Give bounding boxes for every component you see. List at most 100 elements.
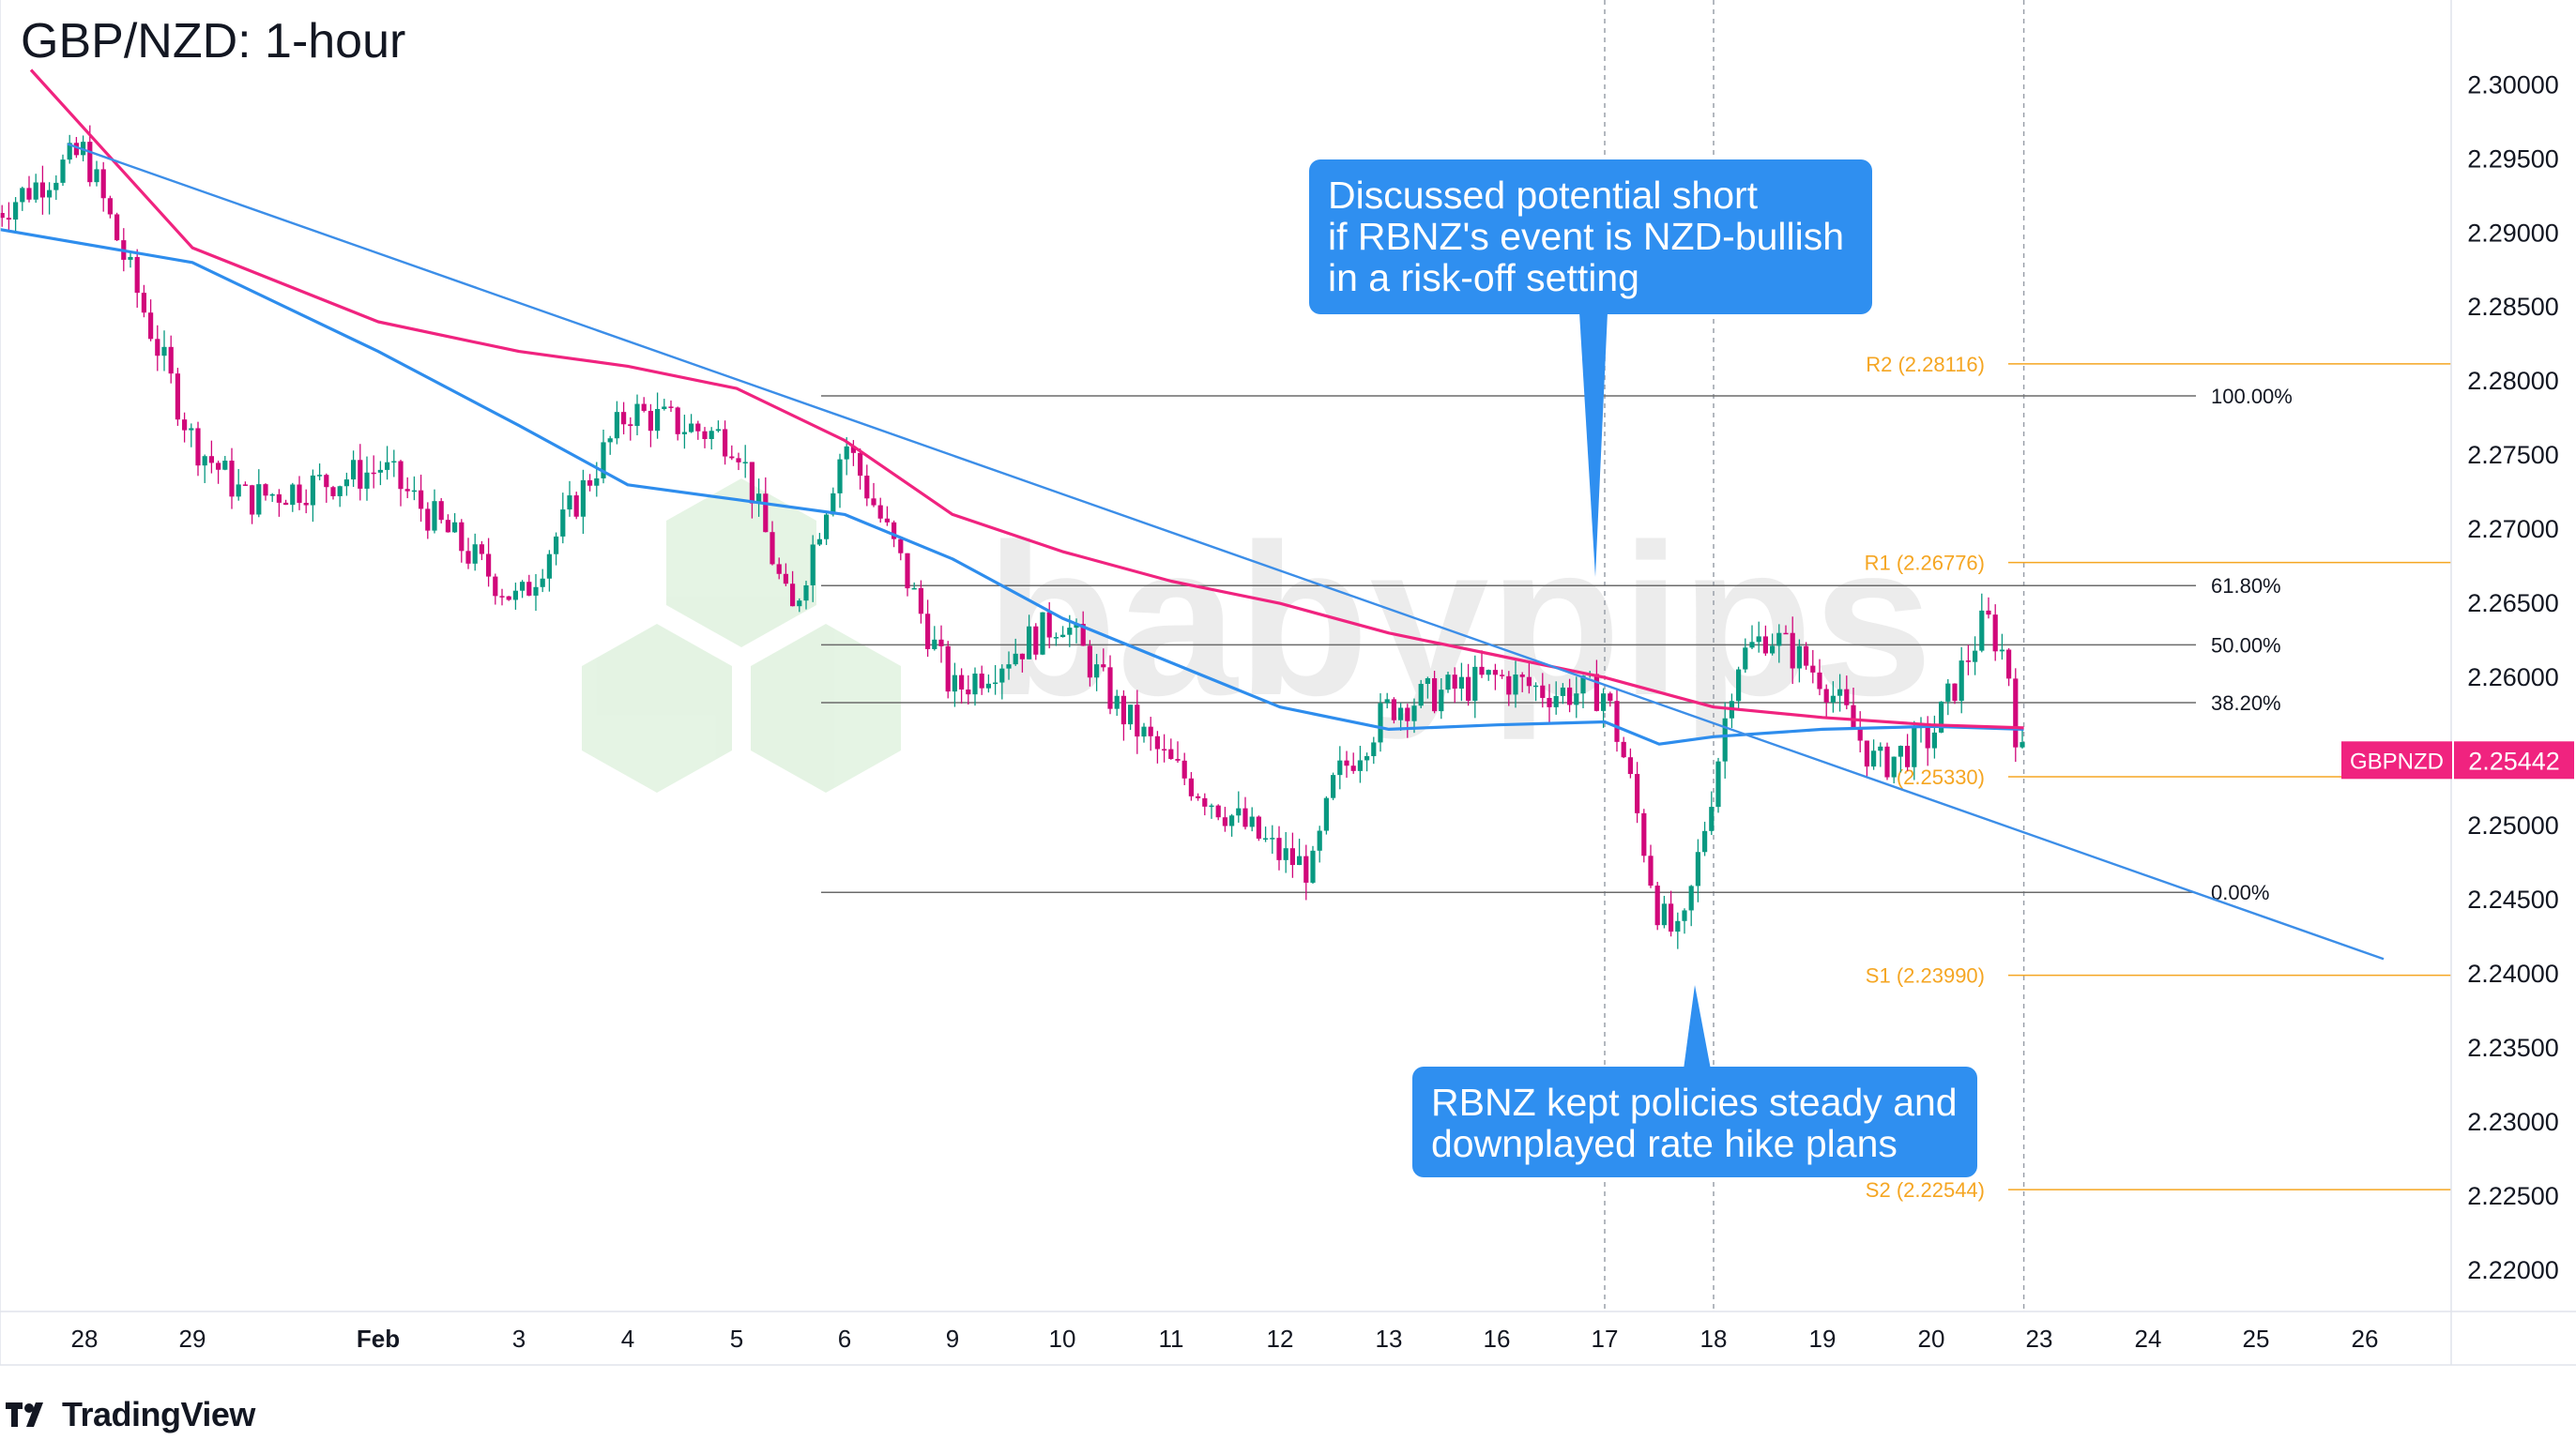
symbol-tag-label: GBPNZD	[2350, 749, 2444, 774]
candle-body	[1196, 796, 1201, 798]
candle-body	[736, 458, 741, 462]
candle-body	[1844, 689, 1850, 705]
candle-body	[512, 590, 518, 600]
candle-body	[1796, 645, 1802, 669]
time-tick-label: 17	[1592, 1325, 1619, 1353]
brand-name: TradingView	[62, 1395, 255, 1433]
candle-body	[100, 169, 106, 199]
price-tick-label: 2.24500	[2467, 886, 2559, 914]
candle-body	[1593, 674, 1599, 711]
candle-body	[1959, 660, 1964, 702]
price-tick-label: 2.22500	[2467, 1182, 2559, 1210]
callout-pointer	[1684, 985, 1711, 1069]
candle-body	[1053, 637, 1059, 639]
price-tick-label: 2.23000	[2467, 1108, 2559, 1136]
candle-body	[520, 582, 526, 591]
candle-body	[587, 479, 593, 486]
candle-body	[317, 475, 323, 477]
candle-body	[47, 189, 53, 198]
candle-body	[668, 406, 674, 408]
price-tick-label: 2.26000	[2467, 663, 2559, 691]
candle-body	[1297, 856, 1303, 866]
time-tick-label: 24	[2135, 1325, 2162, 1353]
candle-body	[1804, 645, 1809, 666]
candle-body	[1973, 650, 1978, 662]
candle-body	[195, 428, 201, 466]
candle-body	[53, 182, 59, 190]
price-tick-label: 2.25000	[2467, 811, 2559, 840]
candle-body	[148, 312, 154, 340]
candle-body	[432, 501, 437, 531]
fib-level-label: 61.80%	[2211, 574, 2281, 598]
candle-body	[1749, 642, 1755, 648]
candle-body	[250, 485, 255, 515]
time-tick-label: 26	[2352, 1325, 2379, 1353]
candle-body	[351, 460, 357, 480]
candle-body	[1371, 742, 1377, 757]
candle-body	[391, 461, 397, 463]
candle-body	[1101, 664, 1106, 668]
callout-line: Discussed potential short	[1328, 174, 1759, 217]
candle-body	[729, 456, 735, 459]
candle-body	[1067, 628, 1073, 635]
candle-body	[1256, 816, 1261, 839]
candle-body	[229, 461, 235, 497]
candle-body	[189, 428, 194, 431]
candle-body	[1486, 670, 1491, 675]
candle-body	[297, 484, 302, 504]
candle-body	[445, 520, 450, 533]
trendline	[67, 143, 2385, 961]
candle-body	[1168, 749, 1174, 760]
candle-body	[1242, 808, 1248, 827]
candle-body	[952, 675, 957, 692]
candle-body	[1479, 666, 1485, 675]
callout-potential-short: Discussed potential short if RBNZ's even…	[1309, 159, 1872, 314]
candle-body	[1553, 695, 1559, 707]
candle-body	[1533, 685, 1539, 688]
candle-body	[404, 489, 410, 492]
candle-body	[263, 484, 268, 496]
candle-body	[20, 188, 25, 203]
candle-body	[715, 429, 721, 432]
candle-body	[695, 423, 701, 432]
candle-body	[1762, 636, 1768, 654]
candle-body	[749, 462, 755, 504]
candle-body	[911, 587, 917, 590]
candle-body	[343, 479, 349, 487]
candle-body	[756, 493, 762, 504]
time-tick-label: 9	[946, 1325, 959, 1353]
last-price-label: 2.25442	[2468, 747, 2560, 775]
candle-body	[1128, 705, 1134, 725]
candle-body	[925, 614, 931, 649]
callout-line: RBNZ kept policies steady and	[1431, 1081, 1958, 1124]
candle-body	[452, 522, 458, 533]
candle-body	[1641, 812, 1647, 856]
candle-body	[1817, 672, 1822, 690]
candle-body	[621, 412, 627, 425]
candle-body	[1519, 675, 1525, 677]
candle-body	[1986, 610, 1991, 615]
fib-level-label: 38.20%	[2211, 691, 2281, 715]
babypips-logo-icon	[582, 478, 901, 793]
candle-body	[114, 214, 120, 241]
candle-body	[1466, 676, 1471, 702]
candle-body	[1384, 699, 1390, 704]
candle-body	[6, 218, 11, 220]
candle-body	[1046, 612, 1052, 638]
pivot-level-label: R2 (2.28116)	[1866, 353, 1985, 376]
candle-body	[1317, 830, 1322, 851]
candle-body	[1864, 740, 1869, 767]
candle-body	[222, 461, 228, 470]
candle-body	[1074, 624, 1079, 629]
candle-body	[1364, 756, 1370, 761]
candle-body	[425, 508, 431, 531]
candle-body	[662, 406, 667, 409]
candle-body	[168, 346, 174, 374]
candle-body	[614, 412, 619, 439]
candle-body	[358, 460, 363, 489]
candle-body	[1905, 746, 1911, 767]
candle-body	[628, 424, 633, 427]
tradingview-brand[interactable]: TradingView	[6, 1395, 255, 1433]
price-tick-label: 2.29500	[2467, 144, 2559, 173]
